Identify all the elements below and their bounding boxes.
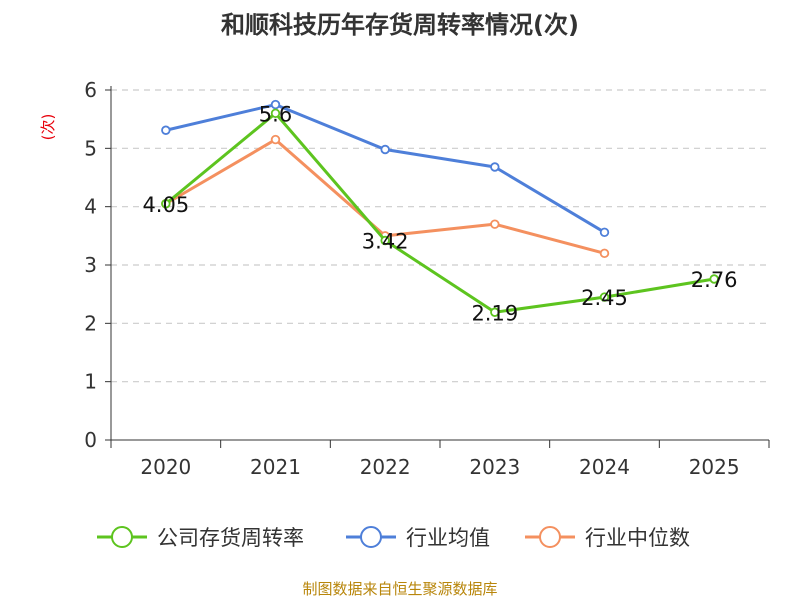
series-point xyxy=(490,162,500,172)
y-tick-label: 4 xyxy=(84,195,97,219)
x-tick-label: 2022 xyxy=(360,455,411,479)
y-tick-label: 5 xyxy=(84,136,97,160)
series-point xyxy=(709,274,719,284)
data-label: 4.05 xyxy=(142,193,189,217)
series-point xyxy=(599,248,610,259)
data-label: 2.76 xyxy=(691,268,738,292)
y-tick-label: 0 xyxy=(84,428,97,452)
series-line xyxy=(164,111,715,314)
series-point xyxy=(490,307,500,317)
legend-item[interactable]: 公司存货周转率 xyxy=(97,526,304,550)
chart-title: 和顺科技历年存货周转率情况(次) xyxy=(221,11,579,39)
legend-label: 行业中位数 xyxy=(585,526,690,550)
series-point xyxy=(161,199,171,209)
series-lines xyxy=(161,99,719,317)
source-note: 制图数据来自恒生聚源数据库 xyxy=(302,580,497,598)
legend-swatch-marker xyxy=(111,526,133,548)
y-tick-label: 2 xyxy=(84,311,97,335)
series-point xyxy=(599,227,610,238)
legend[interactable]: 公司存货周转率 行业均值 行业中位数 xyxy=(97,526,690,550)
data-label: 5.6 xyxy=(259,102,292,126)
legend-item[interactable]: 行业均值 xyxy=(346,526,490,550)
y-tick-label: 3 xyxy=(84,253,97,277)
legend-swatch-marker xyxy=(360,526,382,548)
legend-label: 行业均值 xyxy=(406,526,490,550)
grid-lines xyxy=(111,89,769,383)
series-line xyxy=(165,103,606,234)
series-point xyxy=(270,108,281,119)
y-tick-label: 6 xyxy=(84,78,97,102)
data-label: 2.45 xyxy=(581,286,628,310)
x-tick-label: 2021 xyxy=(250,455,301,479)
y-tick-label: 1 xyxy=(84,370,97,394)
x-tick-label: 2023 xyxy=(469,455,520,479)
series-point xyxy=(380,144,390,155)
x-tick-label: 2024 xyxy=(579,455,630,479)
series-point xyxy=(599,292,610,302)
legend-item[interactable]: 行业中位数 xyxy=(525,526,690,550)
y-axis-label: (次) xyxy=(39,114,57,141)
legend-swatch-marker xyxy=(539,526,561,548)
series-point xyxy=(490,219,500,229)
legend-label: 公司存货周转率 xyxy=(157,526,304,550)
data-label: 2.19 xyxy=(471,301,518,325)
series-point xyxy=(380,235,390,246)
series-point xyxy=(270,134,281,145)
axes: 0 1 2 3 4 5 6 2020 2021 2022 2023 2024 2025 xyxy=(84,78,770,479)
data-label: 3.42 xyxy=(362,230,409,254)
x-tick-label: 2025 xyxy=(689,455,740,479)
x-tick-label: 2020 xyxy=(140,455,191,479)
data-labels: 4.05 5.6 3.42 2.19 2.45 2.76 xyxy=(142,102,737,325)
series-point xyxy=(161,125,171,135)
series-point xyxy=(270,99,281,110)
